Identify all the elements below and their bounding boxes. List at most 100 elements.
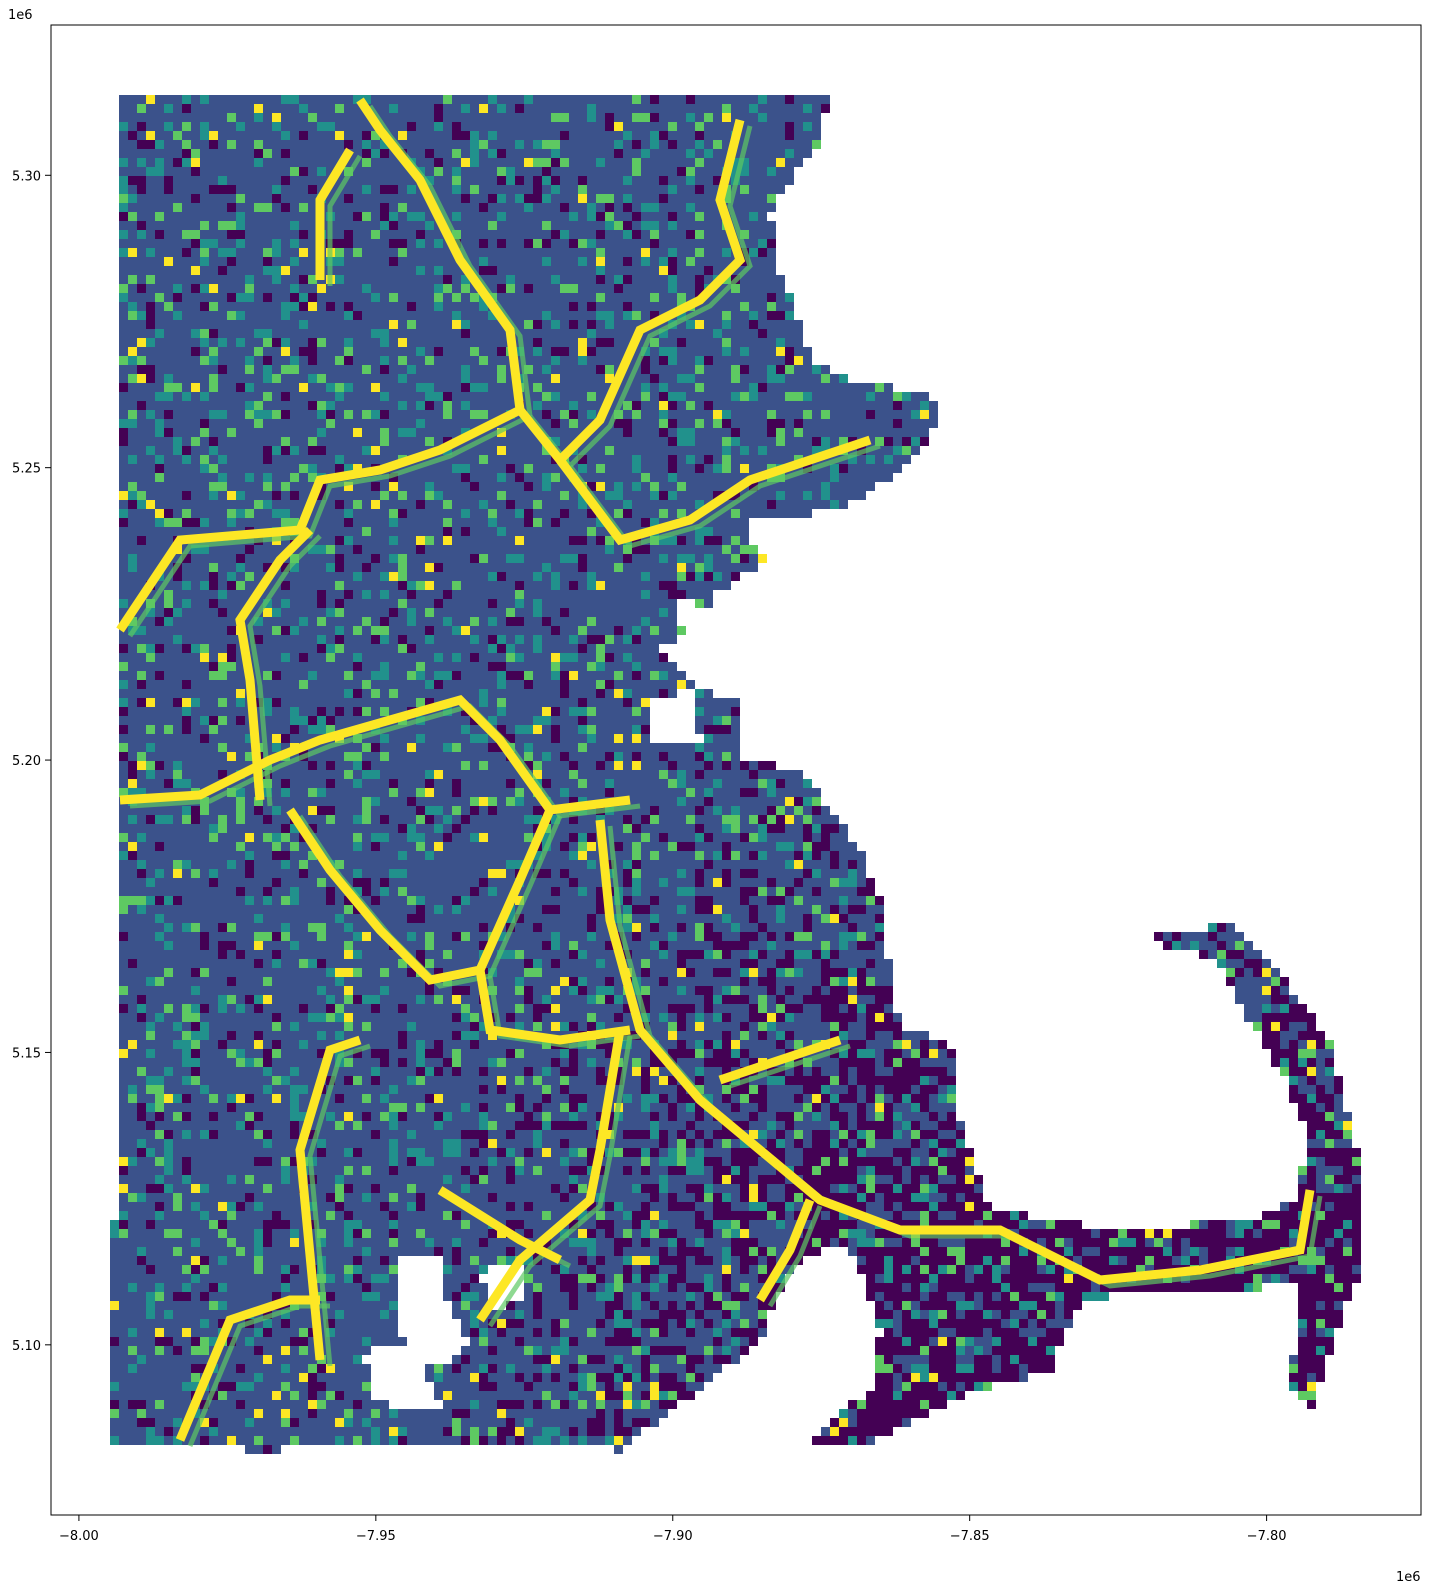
grid-cell — [434, 266, 443, 275]
grid-cell — [416, 266, 425, 275]
grid-cell — [551, 662, 560, 671]
grid-cell — [119, 167, 128, 176]
grid-cell — [236, 140, 245, 149]
grid-cell — [524, 455, 533, 464]
grid-cell — [155, 212, 164, 221]
grid-cell — [839, 419, 848, 428]
grid-cell — [146, 689, 155, 698]
grid-cell — [353, 437, 362, 446]
grid-cell — [281, 500, 290, 509]
grid-cell — [587, 383, 596, 392]
grid-cell — [362, 671, 371, 680]
grid-cell — [173, 113, 182, 122]
grid-cell — [758, 194, 767, 203]
grid-cell — [191, 167, 200, 176]
grid-cell — [335, 455, 344, 464]
grid-cell — [353, 212, 362, 221]
grid-cell — [119, 545, 128, 554]
grid-cell — [218, 122, 227, 131]
grid-cell — [407, 329, 416, 338]
grid-cell — [686, 491, 695, 500]
grid-cell — [632, 95, 641, 104]
grid-cell — [812, 104, 821, 113]
grid-cell — [641, 635, 650, 644]
grid-cell — [650, 113, 659, 122]
grid-cell — [308, 320, 317, 329]
grid-cell — [353, 401, 362, 410]
grid-cell — [119, 554, 128, 563]
grid-cell — [785, 140, 794, 149]
grid-cell — [137, 185, 146, 194]
grid-cell — [515, 500, 524, 509]
grid-cell — [479, 302, 488, 311]
grid-cell — [470, 131, 479, 140]
grid-cell — [533, 563, 542, 572]
grid-cell — [758, 491, 767, 500]
grid-cell — [614, 347, 623, 356]
grid-cell — [515, 554, 524, 563]
grid-cell — [749, 356, 758, 365]
grid-cell — [803, 347, 812, 356]
grid-cell — [812, 428, 821, 437]
grid-cell — [371, 203, 380, 212]
grid-cell — [686, 347, 695, 356]
grid-cell — [506, 428, 515, 437]
grid-cell — [452, 203, 461, 212]
grid-cell — [470, 545, 479, 554]
grid-cell — [209, 347, 218, 356]
grid-cell — [533, 662, 542, 671]
grid-cell — [740, 230, 749, 239]
grid-cell — [659, 680, 668, 689]
grid-cell — [281, 338, 290, 347]
grid-cell — [722, 383, 731, 392]
grid-cell — [587, 455, 596, 464]
grid-cell — [533, 140, 542, 149]
grid-cell — [227, 554, 236, 563]
grid-cell — [650, 158, 659, 167]
grid-cell — [650, 464, 659, 473]
grid-cell — [263, 590, 272, 599]
grid-cell — [137, 320, 146, 329]
grid-cell — [704, 401, 713, 410]
grid-cell — [677, 230, 686, 239]
grid-cell — [353, 590, 362, 599]
grid-cell — [452, 599, 461, 608]
grid-cell — [290, 653, 299, 662]
grid-cell — [299, 455, 308, 464]
grid-cell — [488, 671, 497, 680]
grid-cell — [569, 662, 578, 671]
grid-cell — [317, 383, 326, 392]
grid-cell — [434, 410, 443, 419]
grid-cell — [731, 347, 740, 356]
grid-cell — [416, 113, 425, 122]
grid-cell — [443, 392, 452, 401]
grid-cell — [623, 464, 632, 473]
grid-cell — [407, 284, 416, 293]
grid-cell — [731, 311, 740, 320]
grid-cell — [812, 122, 821, 131]
grid-cell — [749, 293, 758, 302]
grid-cell — [659, 131, 668, 140]
grid-cell — [605, 545, 614, 554]
grid-cell — [659, 140, 668, 149]
grid-cell — [461, 158, 470, 167]
grid-cell — [551, 572, 560, 581]
grid-cell — [389, 455, 398, 464]
grid-cell — [920, 392, 929, 401]
grid-cell — [668, 473, 677, 482]
grid-cell — [461, 275, 470, 284]
grid-cell — [128, 635, 137, 644]
grid-cell — [497, 608, 506, 617]
grid-cell — [551, 383, 560, 392]
grid-cell — [146, 608, 155, 617]
grid-cell — [722, 140, 731, 149]
grid-cell — [164, 176, 173, 185]
grid-cell — [650, 662, 659, 671]
grid-cell — [785, 392, 794, 401]
grid-cell — [236, 338, 245, 347]
grid-cell — [848, 419, 857, 428]
grid-cell — [533, 131, 542, 140]
grid-cell — [506, 599, 515, 608]
grid-cell — [830, 401, 839, 410]
grid-cell — [164, 95, 173, 104]
